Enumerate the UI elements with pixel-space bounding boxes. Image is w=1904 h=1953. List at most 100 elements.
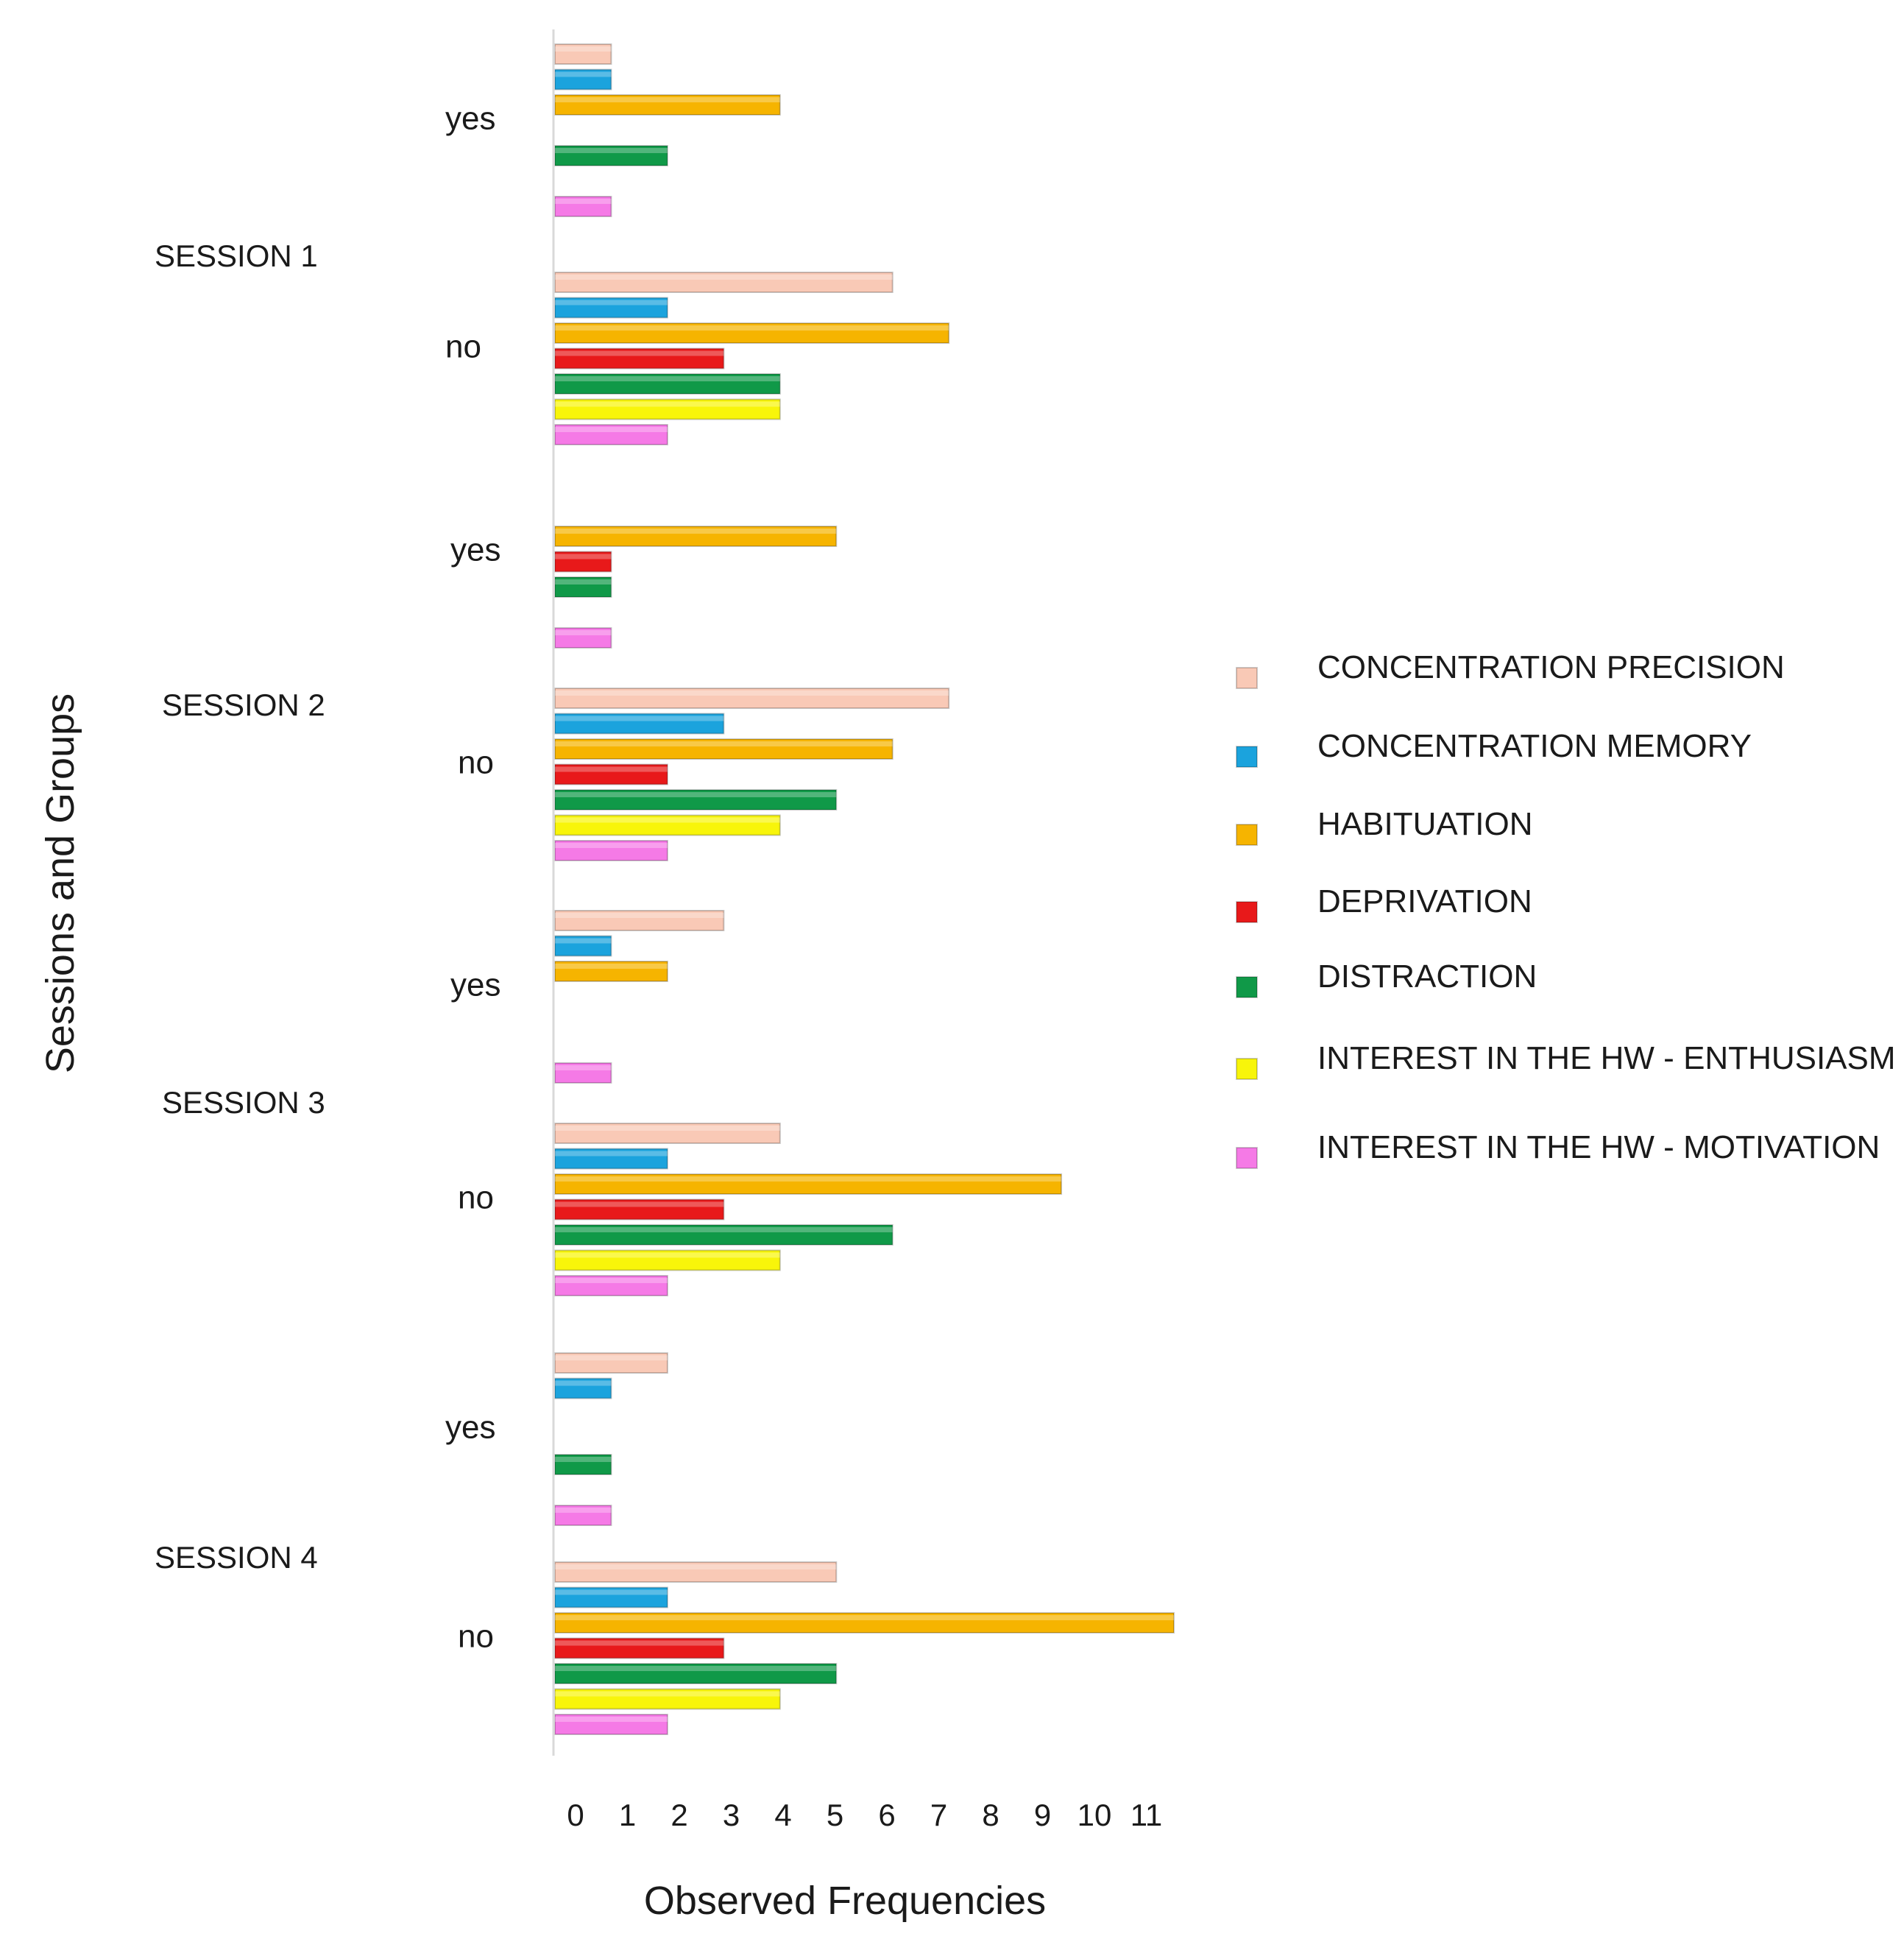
- bar-4-yes-5: [554, 1454, 612, 1475]
- bar-highlight: [555, 1380, 612, 1386]
- bar-4-yes-1: [554, 1352, 668, 1374]
- bar-2-no-6: [554, 814, 781, 836]
- legend-label: CONCENTRATION PRECISION: [1317, 649, 1785, 685]
- bar-highlight: [555, 579, 612, 585]
- bar-highlight: [555, 691, 949, 696]
- bar-1-no-3: [554, 322, 950, 344]
- bar-3-no-7: [554, 1275, 668, 1296]
- bar-highlight: [555, 148, 668, 153]
- bar-2-no-2: [554, 713, 725, 735]
- bar-highlight: [555, 964, 668, 969]
- bar-2-yes-5: [554, 576, 612, 598]
- x-tick-label: 5: [827, 1798, 843, 1832]
- bar-highlight: [555, 792, 837, 797]
- bar-highlight: [555, 97, 780, 102]
- bar-highlight: [555, 376, 780, 381]
- x-tick-label: 0: [567, 1798, 584, 1832]
- legend-swatch: [1236, 976, 1258, 998]
- bar-highlight: [555, 1065, 612, 1070]
- bar-4-no-4: [554, 1637, 725, 1659]
- group-label: yes: [450, 532, 500, 568]
- session-label: SESSION 1: [155, 239, 318, 273]
- session-label: SESSION 2: [162, 688, 325, 722]
- bar-1-yes-3: [554, 94, 781, 116]
- bar-highlight: [555, 300, 668, 306]
- bar-highlight: [555, 1355, 668, 1360]
- legend: CONCENTRATION PRECISION CONCENTRATION MEM…: [1236, 649, 1896, 1169]
- bar-2-no-1: [554, 688, 950, 709]
- x-tick-label: 8: [982, 1798, 999, 1832]
- bar-highlight: [555, 1564, 837, 1569]
- bar-highlight: [555, 71, 612, 77]
- session-label: SESSION 3: [162, 1085, 325, 1120]
- bar-4-yes-2: [554, 1377, 612, 1399]
- bar-highlight: [555, 1717, 668, 1722]
- bar-3-no-6: [554, 1249, 781, 1271]
- legend-swatch: [1236, 1147, 1258, 1169]
- group-label: yes: [445, 1410, 495, 1446]
- category-label-layer: yes no SESSION 1 yes no SESSION 2 yes no SESSION…: [155, 101, 500, 1655]
- bar-highlight: [555, 716, 724, 721]
- bar-3-yes-7: [554, 1062, 612, 1084]
- bar-highlight: [555, 275, 893, 280]
- bar-2-no-5: [554, 789, 838, 810]
- bar-highlight: [555, 1176, 1062, 1182]
- x-tick-label: 7: [930, 1798, 947, 1832]
- bar-1-yes-7: [554, 196, 612, 217]
- legend-swatch: [1236, 667, 1258, 689]
- legend-label: HABITUATION: [1317, 806, 1533, 842]
- bar-highlight: [555, 427, 668, 432]
- y-axis-title: Sessions and Groups: [38, 693, 82, 1073]
- bar-4-no-3: [554, 1612, 1175, 1634]
- group-label: no: [458, 1180, 494, 1216]
- bar-4-no-7: [554, 1714, 668, 1735]
- bar-highlight: [555, 1589, 668, 1595]
- bar-highlight: [555, 1151, 668, 1156]
- bar-highlight: [555, 741, 893, 746]
- bar-highlight: [555, 1457, 612, 1462]
- bar-highlight: [555, 1691, 780, 1697]
- x-tick-label: 10: [1077, 1798, 1112, 1832]
- bar-highlight: [555, 1201, 724, 1207]
- bar-4-no-1: [554, 1561, 838, 1583]
- bar-1-yes-5: [554, 145, 668, 166]
- bar-highlight: [555, 1640, 724, 1646]
- legend-swatch: [1236, 901, 1258, 923]
- bar-highlight: [555, 1278, 668, 1283]
- bar-highlight: [555, 1666, 837, 1671]
- bar-4-no-5: [554, 1663, 838, 1684]
- bar-highlight: [555, 1227, 893, 1232]
- bar-3-yes-3: [554, 961, 668, 982]
- bar-4-no-2: [554, 1586, 668, 1608]
- bar-2-yes-3: [554, 526, 838, 547]
- group-label: yes: [450, 967, 500, 1003]
- bar-highlight: [555, 630, 612, 635]
- legend-label: DEPRIVATION: [1317, 883, 1532, 919]
- bar-4-yes-7: [554, 1505, 612, 1526]
- legend-label: CONCENTRATION MEMORY: [1317, 728, 1752, 764]
- legend-label: INTEREST IN THE HW - ENTHUSIASM: [1317, 1040, 1896, 1076]
- bar-highlight: [555, 1508, 612, 1513]
- bar-highlight: [555, 46, 612, 52]
- x-tick-label: 6: [878, 1798, 895, 1832]
- bars-layer: [554, 43, 1175, 1735]
- bar-highlight: [555, 529, 837, 534]
- bar-3-no-2: [554, 1148, 668, 1170]
- bar-4-no-6: [554, 1688, 781, 1710]
- x-tick-label: 1: [619, 1798, 636, 1832]
- bar-highlight: [555, 199, 612, 204]
- legend-swatch: [1236, 824, 1258, 846]
- bar-1-no-2: [554, 297, 668, 319]
- group-label: yes: [445, 101, 495, 137]
- group-label: no: [458, 1619, 494, 1655]
- bar-1-no-7: [554, 424, 668, 445]
- bar-highlight: [555, 350, 724, 356]
- bar-highlight: [555, 843, 668, 848]
- group-label: no: [458, 745, 494, 781]
- bar-highlight: [555, 938, 612, 944]
- bar-highlight: [555, 554, 612, 559]
- bar-1-no-6: [554, 398, 781, 420]
- bar-highlight: [555, 1615, 1174, 1620]
